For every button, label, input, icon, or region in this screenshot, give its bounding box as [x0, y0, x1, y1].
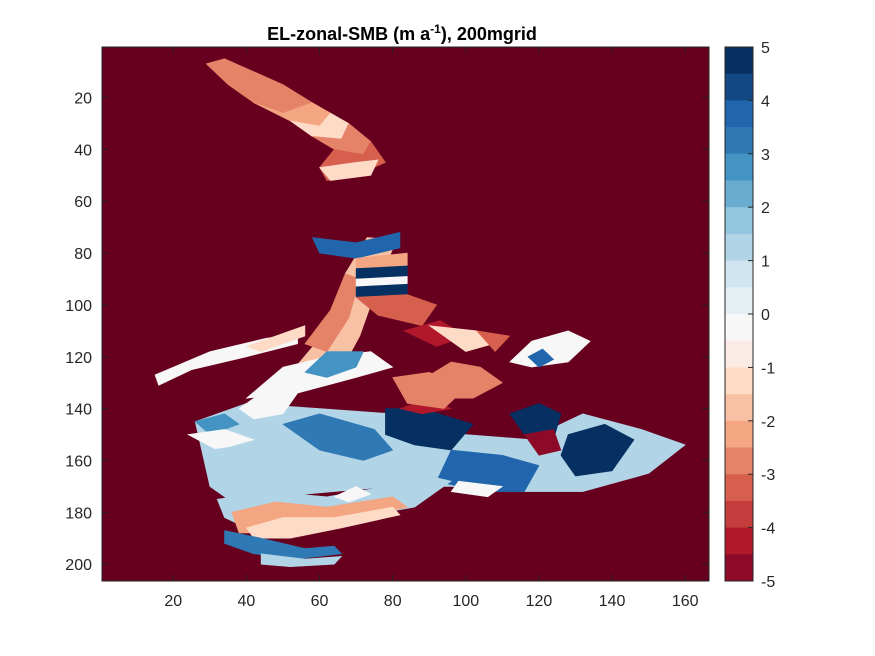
heatmap-zone-main-mid-blue-1 [282, 413, 394, 461]
x-tick-label: 160 [672, 593, 699, 610]
colorbar-tick-label: -2 [761, 414, 775, 431]
heatmap-zone-lower-band-peach [245, 506, 401, 539]
y-tick-label: 180 [65, 505, 92, 522]
colorbar-tick-label: 2 [761, 200, 770, 217]
colorbar-tick-label: -1 [761, 360, 775, 377]
colorbar-segment [725, 287, 753, 315]
colorbar-tick-label: -3 [761, 467, 775, 484]
heatmap-zone-left-arm-peach [245, 325, 306, 352]
colorbar-segment [725, 314, 753, 342]
colorbar-tick-label: -4 [761, 521, 775, 538]
heatmap-zone-main-red-cut-1 [523, 429, 562, 456]
y-tick-label: 20 [74, 91, 92, 108]
colorbar-tick-label: 4 [761, 93, 770, 110]
x-tick-label: 60 [311, 593, 329, 610]
plot-frame [101, 46, 710, 582]
chart-title-main: EL-zonal-SMB (m a [267, 24, 431, 44]
y-tick-label: 120 [65, 350, 92, 367]
y-tick-label: 80 [74, 246, 92, 263]
heatmap-zones [154, 58, 686, 568]
colorbar-ticks: 5 4 3 2 1 0 -1 -2 -3 -4 -5 [748, 40, 775, 591]
colorbar-segment [725, 554, 753, 582]
heatmap-zone-left-white-strip [186, 429, 255, 451]
heatmap-zone-upper-blue-patch [304, 351, 364, 378]
colorbar-segment [725, 260, 753, 288]
colorbar-segment [725, 340, 753, 368]
x-tick-label: 80 [384, 593, 402, 610]
colorbar-tick-label: 5 [761, 40, 770, 57]
colorbar-segment [725, 207, 753, 235]
heatmap-zone-lower-white-dots [333, 486, 372, 503]
x-tick-label: 40 [238, 593, 256, 610]
colorbar-segment [725, 527, 753, 555]
heatmap-zone-main-white-1 [238, 387, 299, 420]
heatmap-zone-lower-band-lightblue [260, 553, 343, 568]
colorbar-tick-label: 1 [761, 254, 770, 271]
y-tick-label: 60 [74, 194, 92, 211]
colorbar-tick-label: 3 [761, 147, 770, 164]
colorbar-segment [725, 153, 753, 181]
colorbar-segment [725, 233, 753, 262]
colorbar-segment [725, 127, 753, 155]
colorbar-segment [725, 73, 753, 101]
chart-title: EL-zonal-SMB (m a-1), 200mgrid [267, 22, 537, 44]
colorbar-segment [725, 447, 753, 475]
y-tick-label: 160 [65, 453, 92, 470]
colorbar-segment [725, 47, 753, 75]
y-tick-label: 40 [74, 142, 92, 159]
x-tick-label: 140 [599, 593, 626, 610]
chart-title-suffix: ), 200mgrid [441, 24, 537, 44]
y-tick-label: 200 [65, 557, 92, 574]
heatmap-zone-main-white-2 [450, 480, 504, 498]
heatmap-zone-top-blue-band [311, 231, 401, 259]
heatmap-zone-mid-stripe-5 [355, 294, 438, 327]
colorbar-segment [725, 394, 753, 422]
colorbar-segment [725, 474, 753, 502]
y-axis-ticks: 20 40 60 80 100 120 140 160 180 200 [65, 91, 709, 574]
x-axis-ticks: 20 40 60 80 100 120 140 160 [164, 47, 699, 610]
y-tick-label: 100 [65, 298, 92, 315]
colorbar-segment [725, 500, 753, 529]
heatmap-zone-right-top-blue [527, 348, 555, 368]
y-tick-label: 140 [65, 402, 92, 419]
colorbar-segment [725, 100, 753, 128]
heatmap-zone-lower-band-blue [224, 530, 343, 560]
heatmap-zone-main-dark-blue-3 [560, 423, 635, 477]
colorbar [724, 46, 754, 582]
colorbar-tick-label: -5 [761, 574, 775, 591]
colorbar-segment [725, 180, 753, 208]
colorbar-segment [725, 367, 753, 395]
colorbar-tick-label: 0 [761, 307, 770, 324]
x-tick-label: 20 [164, 593, 182, 610]
heatmap-zone-left-blue-strip [194, 413, 240, 435]
heatmap-zone-main-orange-cut [392, 371, 467, 409]
x-tick-label: 120 [526, 593, 553, 610]
heatmap-zone-upper-tongue-6 [319, 159, 379, 181]
colorbar-segment [725, 420, 753, 448]
x-tick-label: 100 [452, 593, 479, 610]
chart-title-superscript: -1 [430, 22, 441, 36]
heatmap-zone-right-red-2 [476, 330, 511, 353]
heatmap-zone-left-lightblue-strip [209, 444, 262, 472]
